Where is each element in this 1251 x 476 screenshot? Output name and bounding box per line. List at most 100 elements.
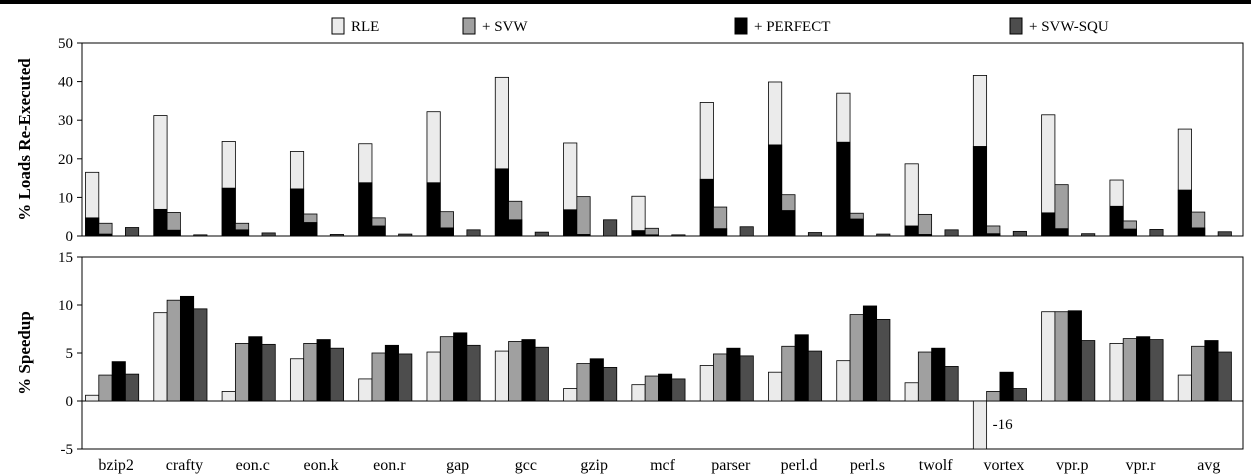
bar-svw-avg <box>1191 345 1206 402</box>
y-axis-label: % Loads Re-Executed <box>15 58 34 221</box>
bar-svw-squ-gzip <box>603 219 618 237</box>
bar-group-eon-c <box>221 141 276 237</box>
bar-svw-squ-perl-s <box>876 318 891 402</box>
bar-perfect-bzip2 <box>111 361 126 402</box>
bar-perfect-eon-k <box>316 339 331 402</box>
bar-svw-squ-avg <box>1217 231 1232 237</box>
bar-group-perl-s <box>836 305 891 402</box>
legend-item-perfect: + PERFECT <box>734 17 830 35</box>
bar-segment-svw-perl-s <box>849 218 864 237</box>
bar-segment-svw-gzip <box>576 234 591 237</box>
bar-rle-vpr-p <box>1041 311 1056 402</box>
bar-perfect-eon-c <box>248 336 263 402</box>
bar-segment-svw-mcf <box>644 234 659 237</box>
bar-segment-rle-perl-s <box>836 141 851 237</box>
bar-rle-crafty <box>153 312 168 402</box>
bar-rle-perl-d <box>768 371 783 402</box>
bar-perfect-perl-d <box>794 334 809 402</box>
bar-group-mcf <box>631 373 686 402</box>
bar-svw-squ-vpr-p <box>1081 340 1096 402</box>
bar-group-eon-c <box>221 336 276 402</box>
x-category-label: twolf <box>919 457 953 474</box>
x-category-label: vpr.r <box>1126 457 1156 474</box>
bar-perfect-gcc <box>521 339 536 402</box>
bar-svw-squ-eon-k <box>329 234 344 237</box>
bar-rle-twolf <box>904 163 919 237</box>
y-tick-label: 40 <box>58 75 73 91</box>
bar-group-vpr-p <box>1041 310 1096 402</box>
bar-segment-rle-twolf <box>904 225 919 237</box>
bar-svw-squ-vpr-p <box>1081 233 1096 237</box>
x-category-label: vortex <box>984 457 1025 474</box>
bar-svw-vpr-r <box>1122 338 1137 402</box>
bar-rle-vortex <box>972 400 988 450</box>
bar-segment-svw-eon-r <box>371 225 386 237</box>
bar-segment-svw-eon-c <box>234 229 250 237</box>
legend-swatch-rle <box>331 17 345 35</box>
bar-group-gzip <box>563 358 618 402</box>
legend-item-svw: + SVW <box>462 17 528 35</box>
bar-svw-squ-parser <box>739 226 754 237</box>
bar-segment-svw-perl-d <box>781 210 796 237</box>
x-category-label: eon.k <box>303 457 338 474</box>
bar-segment-rle-avg <box>1177 189 1192 237</box>
bar-group-eon-r <box>358 143 413 237</box>
loads-reexecuted-panel: 0 10 20 30 40 50 % Loads Re-Executed <box>15 36 1244 245</box>
bar-perfect-eon-r <box>384 344 399 402</box>
x-category-label: vpr.p <box>1056 457 1088 474</box>
bar-segment-svw-bzip2 <box>98 233 113 237</box>
bar-perfect-crafty <box>179 295 195 402</box>
bar-segment-rle-eon-c <box>221 187 236 237</box>
bar-svw-squ-crafty <box>193 308 208 402</box>
bar-segment-svw-eon-k <box>303 222 318 237</box>
bar-svw-squ-eon-c <box>261 343 276 402</box>
top-border <box>0 0 1251 4</box>
bar-perfect-vpr-p <box>1067 310 1082 402</box>
bar-segment-rle-perl-d <box>768 144 783 237</box>
legend-label-perfect: + PERFECT <box>754 19 830 35</box>
bar-group-vpr-r <box>1109 336 1164 402</box>
bar-segment-rle-eon-r <box>358 182 373 237</box>
bar-perfect-avg <box>1204 340 1219 402</box>
bar-perfect-vortex <box>999 371 1014 402</box>
bar-rle-vpr-r <box>1109 342 1124 402</box>
bar-segment-rle-vpr-p <box>1041 212 1056 237</box>
bar-svw-squ-perl-s <box>876 233 891 237</box>
y-tick-label: 0 <box>66 394 74 410</box>
bar-group-avg <box>1177 128 1232 237</box>
bar-svw-gzip <box>576 196 591 237</box>
bar-svw-gcc <box>508 341 523 402</box>
bar-segment-rle-crafty <box>153 208 168 237</box>
bar-svw-squ-vpr-r <box>1149 229 1164 237</box>
bar-rle-eon-c <box>221 390 236 402</box>
bar-svw-squ-crafty <box>193 234 208 237</box>
legend-label-rle: RLE <box>351 19 379 35</box>
bar-group-vpr-p <box>1041 114 1096 237</box>
plot-frame <box>81 42 1244 237</box>
bar-group-perl-s <box>836 92 891 237</box>
bar-svw-squ-vortex <box>1012 230 1027 237</box>
bar-perfect-gzip <box>589 358 604 402</box>
bar-svw-squ-parser <box>739 355 754 402</box>
legend-item-rle: RLE <box>331 17 379 35</box>
bar-rle-twolf <box>904 382 919 402</box>
bar-svw-squ-twolf <box>944 366 959 402</box>
y-tick-label: 15 <box>58 250 73 266</box>
bar-segment-svw-parser <box>713 228 728 237</box>
bar-svw-bzip2 <box>98 374 113 402</box>
y-tick-label: 50 <box>58 36 73 52</box>
bar-rle-bzip2 <box>85 394 100 402</box>
bar-svw-eon-c <box>234 342 250 402</box>
legend-item-svw-squ: + SVW-SQU <box>1009 17 1109 35</box>
x-category-label: gzip <box>580 457 608 474</box>
bar-segment-rle-mcf <box>631 230 646 237</box>
legend-label-svw-squ: + SVW-SQU <box>1029 19 1109 35</box>
bar-svw-squ-vortex <box>1012 388 1027 402</box>
bar-group-gcc <box>494 76 549 237</box>
y-tick-label: 5 <box>66 346 74 362</box>
bar-segment-svw-twolf <box>917 234 933 237</box>
x-category-label: gap <box>446 457 469 474</box>
bar-segment-svw-vortex <box>986 233 1001 237</box>
bar-rle-parser <box>699 365 714 402</box>
legend-swatch-svw-squ <box>1009 17 1023 35</box>
